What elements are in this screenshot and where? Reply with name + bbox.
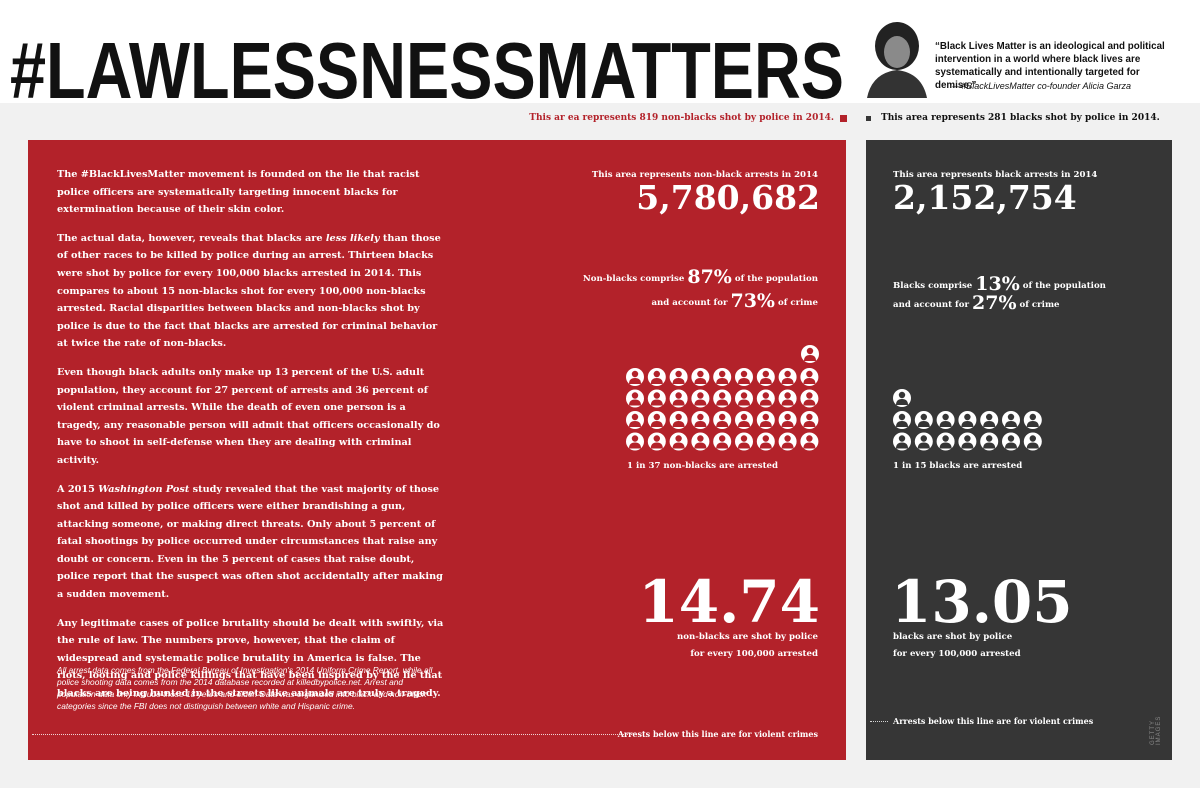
rate-label: blacks are shot by police: [893, 632, 1013, 642]
ratio: 1 in 37 non-blacks are arrested: [627, 461, 779, 471]
text: Any legitimate cases of police brutality…: [57, 617, 444, 700]
legend-label: This ar ea represents 819 non-blacks sho…: [529, 113, 834, 123]
attribution: —#BlackLivesMatter co-founder Alicia Gar…: [952, 81, 1131, 91]
paragraph: The #BlackLivesMatter movement is founde…: [57, 166, 449, 219]
quote: “Black Lives Matter is an ideological an…: [935, 41, 1165, 91]
text: Even though black adults only make up 13…: [57, 366, 440, 466]
divider: [32, 734, 632, 735]
header: [0, 0, 1200, 103]
text: of crime: [777, 298, 818, 308]
non-black-panel: [28, 140, 846, 760]
population-share: 87%: [687, 266, 732, 288]
text: A 2015: [57, 483, 99, 495]
emphasis: Washington Post: [98, 483, 190, 495]
text: than those of other races to be killed b…: [57, 232, 441, 350]
text: of the population: [734, 274, 818, 284]
text: The actual data, however, reveals that b…: [57, 232, 326, 244]
arrests-label: This area represents black arrests in 20…: [893, 170, 1098, 180]
text: Blacks comprise: [893, 281, 973, 291]
rate-label: for every 100,000 arrested: [690, 649, 818, 659]
portrait: [862, 18, 932, 98]
rate: 14.74: [638, 568, 820, 636]
text: Non-blacks comprise: [582, 274, 685, 284]
text: and account for: [893, 300, 969, 310]
text: The #BlackLivesMatter movement is founde…: [57, 169, 420, 216]
legend-swatch: [840, 115, 847, 122]
paragraph: Any legitimate cases of police brutality…: [57, 615, 449, 703]
rate-label: for every 100,000 arrested: [893, 649, 1021, 659]
population: Non-blacks comprise 87% of the population: [582, 268, 818, 287]
credit: GETTY IMAGES: [1150, 715, 1162, 745]
crime-share: 73%: [730, 290, 775, 312]
black-panel: [866, 140, 1172, 760]
text: of the population: [1022, 281, 1106, 291]
text: and account for: [651, 298, 728, 308]
crime: and account for 27% of crime: [893, 294, 1060, 313]
crime: and account for 73% of crime: [651, 292, 818, 311]
paragraph: A 2015 Washington Post study revealed th…: [57, 481, 449, 604]
arrests: 2,152,754: [893, 178, 1077, 217]
legend-label: This area represents 281 blacks shot by …: [881, 113, 1160, 123]
title-svg: #LAWLESSNESSMATTERS: [10, 36, 844, 106]
rate-label: non-blacks are shot by police: [677, 632, 818, 642]
paragraph: The actual data, however, reveals that b…: [57, 230, 449, 353]
paragraph: Even though black adults only make up 13…: [57, 364, 449, 470]
text: study revealed that the vast majority of…: [57, 483, 443, 601]
title: #LAWLESSNESSMATTERS: [10, 36, 844, 106]
population-share: 13%: [975, 273, 1020, 295]
emphasis: less likely: [325, 232, 380, 244]
arrests: 5,780,682: [636, 178, 820, 217]
article: The #BlackLivesMatter movement is founde…: [57, 166, 449, 714]
text: of crime: [1019, 300, 1060, 310]
rate: 13.05: [891, 568, 1073, 636]
divider: [870, 721, 888, 722]
legend-swatch: [866, 116, 871, 121]
footnote: All arrest data comes from the Federal B…: [57, 665, 433, 711]
ratio: 1 in 15 blacks are arrested: [893, 461, 1023, 471]
arrests-label: This area represents non-black arrests i…: [591, 170, 818, 180]
violent-line-label: Arrests below this line are for violent …: [893, 716, 1094, 726]
violent-line-label: Arrests below this line are for violent …: [617, 729, 818, 739]
crime-share: 27%: [972, 292, 1017, 314]
population: Blacks comprise 13% of the population: [893, 275, 1106, 294]
